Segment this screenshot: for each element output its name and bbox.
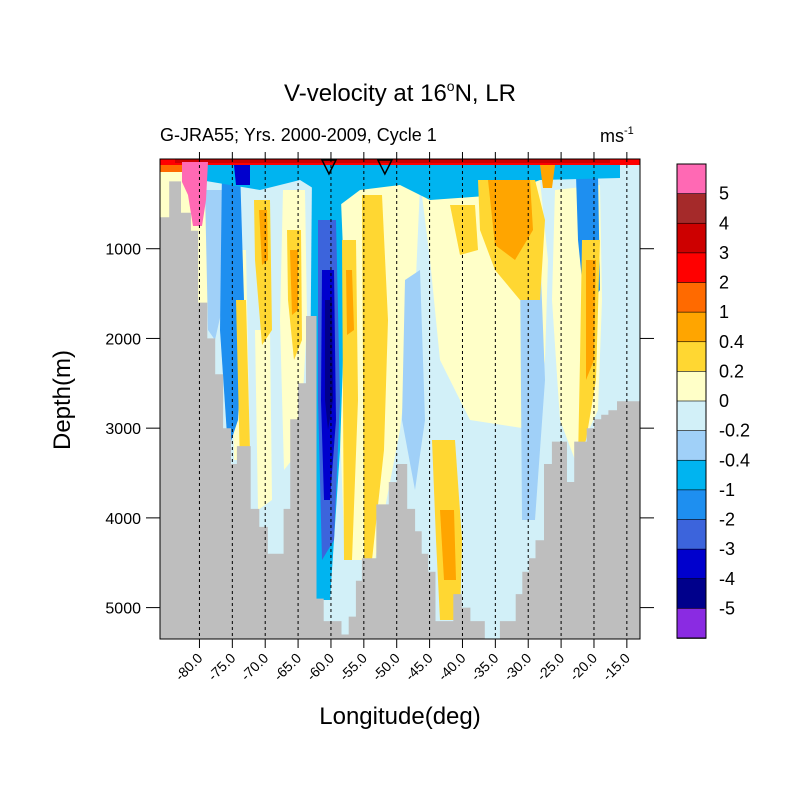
colorbar-swatch bbox=[676, 222, 707, 254]
colorbar-label: -4 bbox=[719, 569, 735, 589]
x-tick-label: -40.0 bbox=[435, 650, 469, 684]
surface-markers bbox=[320, 159, 394, 176]
colorbar-swatch bbox=[676, 430, 707, 462]
x-tick-label: -45.0 bbox=[402, 650, 436, 684]
colorbar-swatch bbox=[676, 489, 707, 521]
colorbar-swatch bbox=[676, 252, 707, 284]
plot-frame bbox=[159, 158, 641, 640]
colorbar-label: 4 bbox=[719, 213, 729, 233]
field-region-darkred-surface bbox=[175, 159, 610, 163]
x-axis-label: Longitude(deg) bbox=[319, 703, 480, 730]
x-tick-label: -50.0 bbox=[369, 650, 403, 684]
field-region-orange-column-41 bbox=[440, 510, 456, 580]
chart-title: V-velocity at 16oN, LR bbox=[284, 78, 516, 107]
x-tick-label: -65.0 bbox=[270, 650, 304, 684]
colorbar-swatch bbox=[676, 341, 707, 373]
field-region-pink-surface-west bbox=[182, 162, 208, 226]
colorbar-label: -5 bbox=[719, 598, 735, 618]
x-tick-label: -25.0 bbox=[533, 650, 567, 684]
x-tick-label: -15.0 bbox=[599, 650, 633, 684]
colorbar-swatch bbox=[676, 371, 707, 402]
colorbar-swatch bbox=[676, 519, 707, 550]
x-tick-label: -60.0 bbox=[303, 650, 337, 684]
y-tick-label: 5000 bbox=[105, 601, 141, 618]
colorbar-label: 0 bbox=[719, 391, 729, 411]
colorbar-label: 2 bbox=[719, 273, 729, 293]
colorbar: 5 4 3 2 1 0.4 0.2 0 -0.2 -0.4 -1 -2 -3 -4 -5 bbox=[676, 163, 750, 639]
colorbar-label: 0.2 bbox=[719, 361, 744, 381]
field-region-gold-column-46 bbox=[450, 205, 478, 255]
colorbar-label: 3 bbox=[719, 243, 729, 263]
field-region-pale-yellow-strip-c bbox=[255, 330, 272, 510]
x-tick-label: -30.0 bbox=[500, 650, 534, 684]
colorbar-swatch bbox=[676, 400, 707, 432]
colorbar-label: -2 bbox=[719, 510, 735, 530]
field-region-gold-column-73 bbox=[236, 300, 250, 465]
colorbar-swatch bbox=[676, 193, 707, 225]
colorbar-label: -3 bbox=[719, 539, 735, 559]
units-superscript: -1 bbox=[624, 125, 634, 137]
marker-triangle bbox=[320, 159, 338, 176]
field-region-orange-column-56 bbox=[346, 270, 354, 335]
colorbar-label: -0.4 bbox=[719, 450, 750, 470]
x-tick-label: -70.0 bbox=[237, 650, 271, 684]
colorbar-swatch bbox=[676, 608, 707, 639]
x-tick-label: -35.0 bbox=[468, 650, 502, 684]
x-tick-label: -20.0 bbox=[566, 650, 600, 684]
field-region-darkblue-surface-west bbox=[234, 165, 250, 185]
colorbar-swatch bbox=[676, 578, 707, 610]
chart-subtitle: G-JRA55; Yrs. 2000-2009, Cycle 1 bbox=[160, 125, 437, 145]
field-region-light-blue-east bbox=[520, 250, 545, 520]
title-degree-superscript: o bbox=[447, 78, 455, 94]
field-region-orange-column-68 bbox=[259, 210, 268, 265]
field-region-light-blue-mid bbox=[402, 270, 425, 490]
field-region-light-blue-west bbox=[205, 190, 224, 340]
colorbar-swatch bbox=[676, 548, 707, 580]
y-tick-label: 4000 bbox=[105, 511, 141, 528]
colorbar-label: -0.2 bbox=[719, 421, 750, 441]
colorbar-label: 5 bbox=[719, 184, 729, 204]
colorbar-swatch bbox=[676, 459, 707, 491]
longitude-gridlines bbox=[198, 159, 628, 639]
colorbar-swatch bbox=[676, 311, 707, 343]
plot-area bbox=[160, 159, 640, 639]
x-tick-label: -55.0 bbox=[336, 650, 370, 684]
y-axis-label: Depth(m) bbox=[49, 350, 76, 450]
colorbar-frame bbox=[676, 163, 707, 639]
marker-triangle bbox=[376, 159, 394, 176]
field-region-orange-surface-east bbox=[540, 165, 555, 188]
bathymetry-land bbox=[160, 181, 640, 639]
colorbar-swatch bbox=[676, 163, 707, 195]
field-region-cyan-upper-band bbox=[200, 165, 620, 205]
colorbar-label: 1 bbox=[719, 302, 729, 322]
y-tick-label: 3000 bbox=[105, 421, 141, 438]
field-region-orange-column-64 bbox=[290, 250, 298, 315]
field-region-orange-column-21 bbox=[586, 260, 596, 380]
field-region-gold-column-56 bbox=[342, 240, 358, 560]
x-tick-label: -75.0 bbox=[205, 650, 239, 684]
field-region-gold-column-52 bbox=[362, 195, 388, 560]
colorbar-label: 0.4 bbox=[719, 332, 744, 352]
colorbar-label: -1 bbox=[719, 480, 735, 500]
y-tick-label: 2000 bbox=[105, 331, 141, 348]
field-region-violet-deep-core bbox=[325, 300, 333, 430]
field-region-orange-upper-east bbox=[488, 180, 533, 260]
colorbar-swatch bbox=[676, 282, 707, 313]
units-label: ms-1 bbox=[600, 125, 634, 146]
y-tick-label: 1000 bbox=[105, 242, 141, 259]
y-axis-ticks: 1000 2000 3000 4000 5000 bbox=[105, 242, 654, 618]
x-tick-label: -80.0 bbox=[172, 650, 206, 684]
